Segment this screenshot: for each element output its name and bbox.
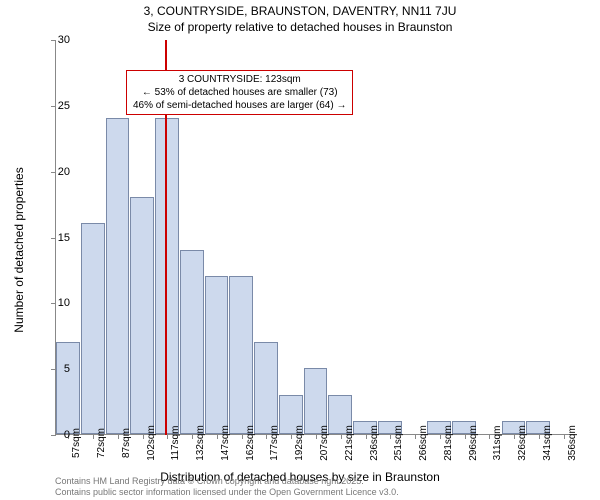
ytick-mark — [51, 238, 56, 239]
xtick-mark — [489, 434, 490, 439]
histogram-bar — [304, 368, 328, 434]
xtick-label: 236sqm — [369, 425, 380, 461]
ytick-label: 5 — [64, 363, 70, 375]
histogram-bar — [81, 223, 105, 434]
xtick-label: 132sqm — [195, 425, 206, 461]
attribution-text: Contains HM Land Registry data © Crown c… — [55, 476, 399, 499]
xtick-mark — [192, 434, 193, 439]
xtick-mark — [242, 434, 243, 439]
xtick-mark — [366, 434, 367, 439]
xtick-label: 281sqm — [443, 425, 454, 461]
xtick-label: 326sqm — [517, 425, 528, 461]
histogram-bar — [205, 276, 229, 434]
plot-area: 3 COUNTRYSIDE: 123sqm← 53% of detached h… — [55, 40, 575, 435]
y-axis-label: Number of detached properties — [12, 167, 26, 332]
annotation-box: 3 COUNTRYSIDE: 123sqm← 53% of detached h… — [126, 70, 353, 115]
xtick-mark — [266, 434, 267, 439]
xtick-mark — [341, 434, 342, 439]
xtick-mark — [118, 434, 119, 439]
xtick-mark — [316, 434, 317, 439]
histogram-bar — [229, 276, 253, 434]
ytick-label: 10 — [58, 297, 70, 309]
xtick-mark — [539, 434, 540, 439]
chart-title: 3, COUNTRYSIDE, BRAUNSTON, DAVENTRY, NN1… — [0, 4, 600, 18]
xtick-label: 341sqm — [542, 425, 553, 461]
xtick-label: 162sqm — [245, 425, 256, 461]
annotation-line: 3 COUNTRYSIDE: 123sqm — [133, 73, 346, 86]
annotation-line: 46% of semi-detached houses are larger (… — [133, 99, 346, 112]
ytick-label: 15 — [58, 232, 70, 244]
histogram-bar — [56, 342, 80, 434]
xtick-mark — [415, 434, 416, 439]
ytick-mark — [51, 106, 56, 107]
ytick-mark — [51, 172, 56, 173]
histogram-bar — [180, 250, 204, 434]
xtick-label: 221sqm — [344, 425, 355, 461]
ytick-mark — [51, 435, 56, 436]
xtick-mark — [291, 434, 292, 439]
xtick-label: 296sqm — [468, 425, 479, 461]
histogram-bar — [106, 118, 130, 434]
xtick-label: 147sqm — [220, 425, 231, 461]
histogram-bar — [130, 197, 154, 434]
xtick-label: 117sqm — [170, 426, 181, 461]
xtick-mark — [390, 434, 391, 439]
xtick-mark — [93, 434, 94, 439]
attribution-line1: Contains HM Land Registry data © Crown c… — [55, 476, 399, 488]
xtick-label: 356sqm — [567, 425, 578, 461]
xtick-mark — [217, 434, 218, 439]
xtick-label: 177sqm — [269, 425, 280, 461]
ytick-label: 0 — [64, 429, 70, 441]
chart-subtitle: Size of property relative to detached ho… — [0, 20, 600, 34]
xtick-label: 251sqm — [393, 425, 404, 461]
xtick-mark — [143, 434, 144, 439]
ytick-mark — [51, 40, 56, 41]
xtick-label: 72sqm — [96, 428, 107, 458]
xtick-label: 57sqm — [71, 428, 82, 458]
xtick-label: 266sqm — [418, 425, 429, 461]
xtick-label: 207sqm — [319, 425, 330, 461]
ytick-label: 25 — [58, 100, 70, 112]
xtick-label: 192sqm — [294, 425, 305, 461]
attribution-line2: Contains public sector information licen… — [55, 487, 399, 499]
xtick-mark — [465, 434, 466, 439]
xtick-mark — [167, 434, 168, 439]
xtick-mark — [514, 434, 515, 439]
annotation-line: ← 53% of detached houses are smaller (73… — [133, 86, 346, 99]
xtick-mark — [564, 434, 565, 439]
ytick-mark — [51, 303, 56, 304]
ytick-label: 30 — [58, 34, 70, 46]
xtick-label: 87sqm — [121, 428, 132, 458]
chart-container: 3 COUNTRYSIDE: 123sqm← 53% of detached h… — [55, 40, 575, 435]
histogram-bar — [254, 342, 278, 434]
xtick-label: 311sqm — [492, 426, 503, 461]
xtick-mark — [440, 434, 441, 439]
ytick-label: 20 — [58, 166, 70, 178]
xtick-label: 102sqm — [146, 425, 157, 461]
